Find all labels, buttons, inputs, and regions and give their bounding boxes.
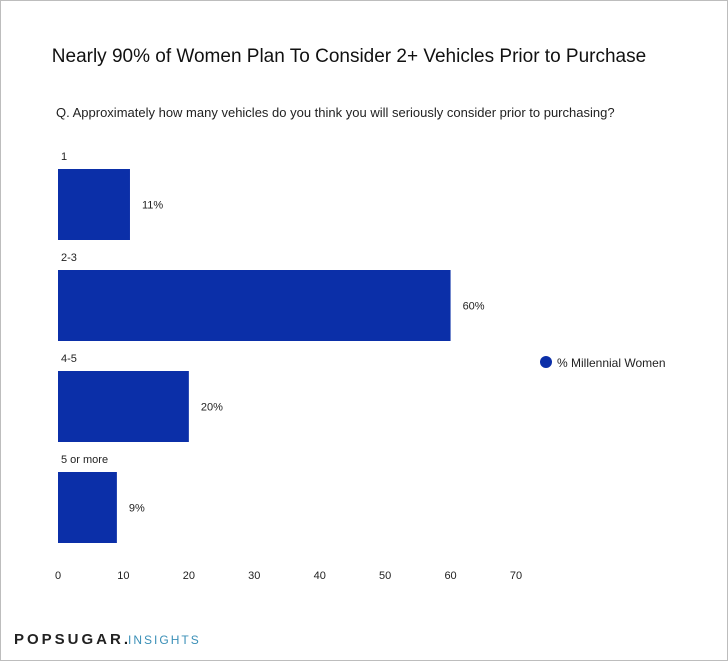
brand-dot: . — [123, 631, 129, 648]
category-label: 4-5 — [61, 353, 77, 365]
x-tick-label: 50 — [379, 570, 391, 582]
bar — [58, 169, 130, 240]
brand-name: POPSUGAR — [14, 631, 124, 648]
category-label: 2-3 — [61, 252, 77, 264]
value-label: 20% — [201, 402, 223, 414]
x-tick-label: 40 — [314, 570, 326, 582]
x-tick-label: 10 — [117, 570, 129, 582]
bar — [58, 270, 451, 341]
chart-title: Nearly 90% of Women Plan To Consider 2+ … — [52, 46, 646, 67]
bar — [58, 371, 189, 442]
category-label: 5 or more — [61, 454, 108, 466]
legend-label: % Millennial Women — [557, 356, 666, 370]
x-tick-label: 70 — [510, 570, 522, 582]
category-label: 1 — [61, 151, 67, 163]
bars-layer: 1 11% 2-3 60% 4-5 20% 5 or more 9% — [58, 151, 485, 543]
x-tick-label: 20 — [183, 570, 195, 582]
x-tick-label: 60 — [444, 570, 456, 582]
brand-suffix: INSIGHTS — [128, 633, 201, 647]
x-tick-label: 0 — [55, 570, 61, 582]
chart-question: Q. Approximately how many vehicles do yo… — [56, 105, 615, 120]
legend-swatch-icon — [540, 356, 552, 368]
value-label: 11% — [142, 200, 163, 212]
value-label: 9% — [129, 503, 145, 515]
brand-logo: POPSUGAR.INSIGHTS — [14, 631, 201, 648]
value-label: 60% — [463, 301, 485, 313]
x-tick-label: 30 — [248, 570, 260, 582]
x-axis-ticks: 0 10 20 30 40 50 60 70 — [55, 570, 522, 582]
legend: % Millennial Women — [540, 356, 666, 370]
bar — [58, 472, 117, 543]
